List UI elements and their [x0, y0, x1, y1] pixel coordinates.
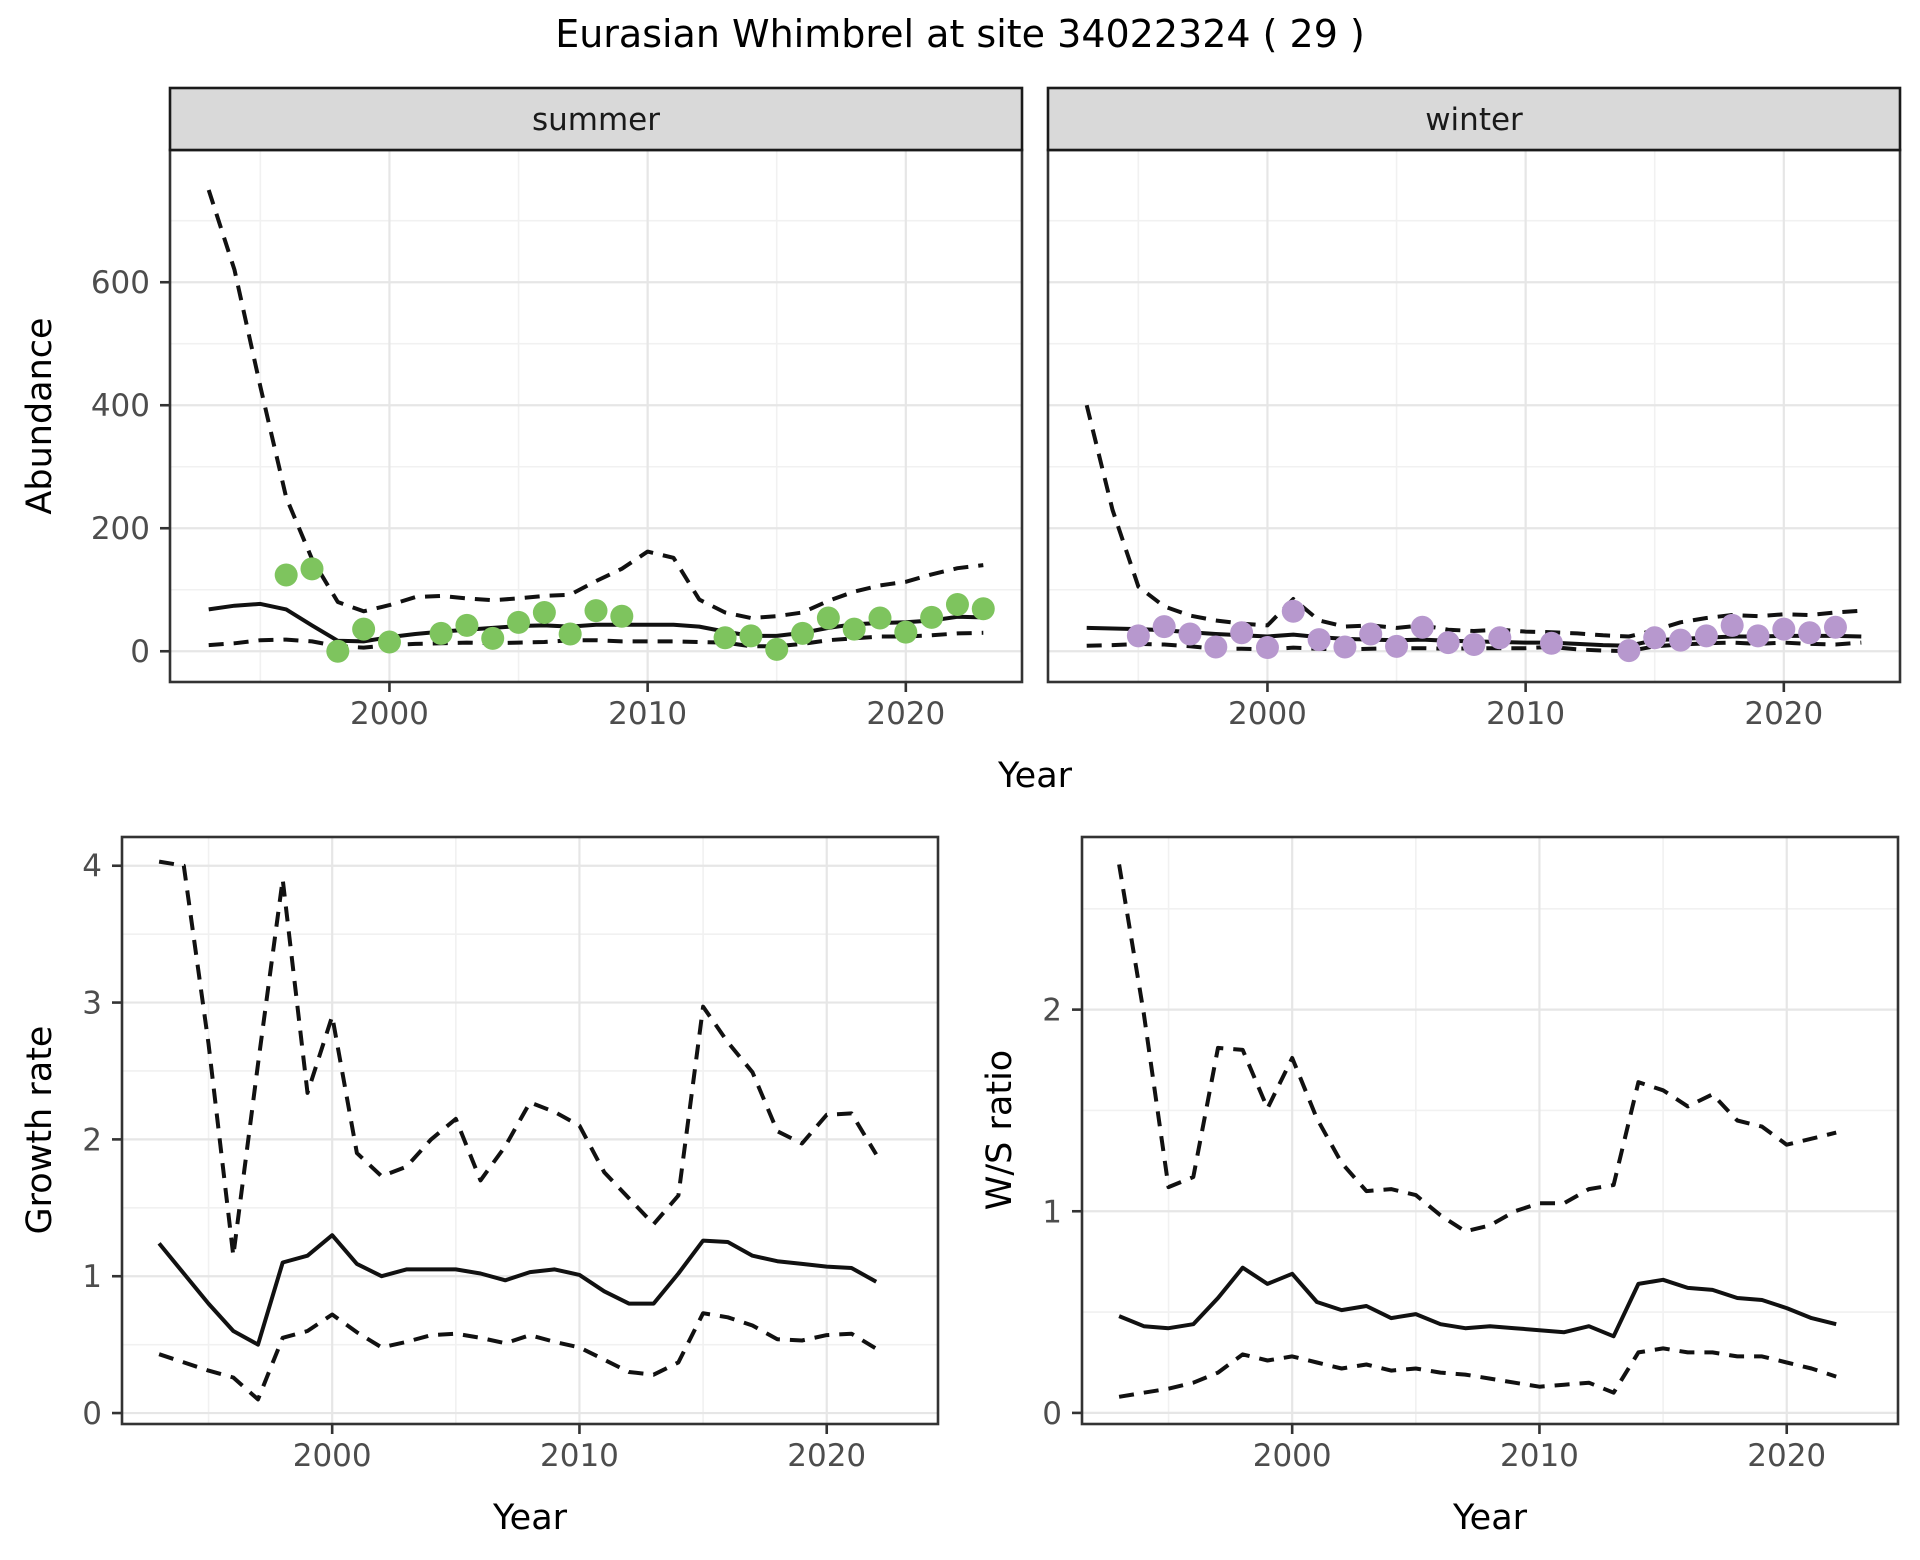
x-tick-label: 2020 — [787, 1438, 866, 1474]
data-point-abundance_summer — [377, 630, 401, 654]
y-tick-label: 1 — [82, 1259, 102, 1295]
data-point-abundance_summer — [326, 639, 350, 663]
y-tick-label: 600 — [91, 265, 150, 301]
data-point-abundance_summer — [945, 593, 969, 617]
data-point-abundance_winter — [1307, 628, 1331, 652]
data-point-abundance_winter — [1436, 631, 1460, 655]
data-point-abundance_winter — [1178, 622, 1202, 646]
y-tick-label: 200 — [91, 511, 150, 547]
data-point-abundance_winter — [1462, 632, 1486, 656]
data-point-abundance_winter — [1720, 613, 1744, 637]
y-tick-label: 400 — [91, 388, 150, 424]
y-tick-label: 3 — [82, 986, 102, 1022]
line-solid-ws_ratio — [1118, 1265, 1837, 1339]
y-tick-label: 4 — [82, 849, 102, 885]
data-point-abundance_summer — [352, 617, 376, 641]
data-point-abundance_summer — [842, 617, 866, 641]
data-point-abundance_winter — [1359, 622, 1383, 646]
data-point-abundance_summer — [300, 557, 324, 581]
x-tick-label: 2000 — [293, 1438, 372, 1474]
x-tick-label: 2010 — [540, 1438, 619, 1474]
line-solid-growth_rate — [157, 1233, 878, 1347]
data-point-abundance_summer — [558, 622, 582, 646]
data-point-abundance_summer — [481, 626, 505, 650]
panel-growth_rate: 2000 2010 2020 0 1 2 3 4 — [82, 835, 940, 1474]
data-point-abundance_summer — [791, 621, 815, 645]
line-dashed-abundance_summer — [206, 189, 984, 620]
data-point-abundance_winter — [1669, 628, 1693, 652]
data-point-abundance_winter — [1772, 617, 1796, 641]
x-tick-label: 2020 — [1744, 696, 1823, 732]
data-point-abundance_winter — [1617, 639, 1641, 663]
panel-abundance_winter: 2000 2010 2020 — [1046, 86, 1902, 732]
data-point-abundance_winter — [1255, 636, 1279, 660]
panel-border — [1080, 835, 1900, 1426]
panel-abundance_summer: 2000 2010 2020 0 200 400 600 — [91, 86, 1024, 732]
x-tick-label: 2010 — [1500, 1438, 1579, 1474]
data-point-abundance_summer — [455, 613, 479, 637]
y-tick-label: 0 — [130, 634, 150, 670]
data-point-abundance_winter — [1823, 615, 1847, 639]
x-tick-label: 2010 — [608, 696, 687, 732]
y-tick-label: 0 — [1042, 1396, 1062, 1432]
data-point-abundance_summer — [971, 597, 995, 621]
y-tick-label: 1 — [1042, 1194, 1062, 1230]
line-dashed-ws_ratio — [1117, 864, 1837, 1234]
y-tick-label: 2 — [82, 1122, 102, 1158]
data-point-abundance_winter — [1204, 635, 1228, 659]
data-point-abundance_winter — [1798, 621, 1822, 645]
data-point-abundance_summer — [274, 563, 298, 587]
data-point-abundance_winter — [1643, 626, 1667, 650]
data-point-abundance_summer — [532, 601, 556, 625]
y-tick-label: 2 — [1042, 993, 1062, 1029]
line-dashed-ws_ratio — [1118, 1346, 1837, 1399]
data-point-abundance_winter — [1539, 631, 1563, 655]
panel-border — [120, 835, 940, 1426]
data-point-abundance_winter — [1410, 615, 1434, 639]
data-point-abundance_summer — [816, 606, 840, 630]
x-tick-label: 2000 — [1253, 1438, 1332, 1474]
x-tick-label: 2000 — [350, 696, 429, 732]
data-point-abundance_summer — [868, 606, 892, 630]
panel-ws_ratio: 2000 2010 2020 0 1 2 — [1042, 835, 1900, 1474]
data-point-abundance_summer — [713, 626, 737, 650]
data-point-abundance_winter — [1694, 624, 1718, 648]
facet-strip — [1046, 86, 1902, 152]
data-point-abundance_winter — [1230, 621, 1254, 645]
data-point-abundance_summer — [584, 599, 608, 623]
data-point-abundance_summer — [920, 605, 944, 629]
x-tick-label: 2000 — [1228, 696, 1307, 732]
x-tick-label: 2010 — [1486, 696, 1565, 732]
data-point-abundance_summer — [894, 620, 918, 644]
data-point-abundance_winter — [1385, 634, 1409, 658]
data-point-abundance_winter — [1126, 624, 1150, 648]
x-tick-label: 2020 — [1747, 1438, 1826, 1474]
data-point-abundance_summer — [610, 604, 634, 628]
data-point-abundance_winter — [1152, 615, 1176, 639]
line-dashed-growth_rate — [158, 1311, 878, 1402]
data-point-abundance_summer — [765, 637, 789, 661]
data-point-abundance_winter — [1281, 599, 1305, 623]
x-tick-label: 2020 — [866, 696, 945, 732]
data-point-abundance_summer — [429, 621, 453, 645]
facet-strip — [168, 86, 1024, 152]
data-point-abundance_winter — [1333, 635, 1357, 659]
data-point-abundance_summer — [739, 624, 763, 648]
data-point-abundance_summer — [507, 610, 531, 634]
data-point-abundance_winter — [1488, 626, 1512, 650]
data-point-abundance_winter — [1746, 624, 1770, 648]
y-tick-label: 0 — [82, 1396, 102, 1432]
